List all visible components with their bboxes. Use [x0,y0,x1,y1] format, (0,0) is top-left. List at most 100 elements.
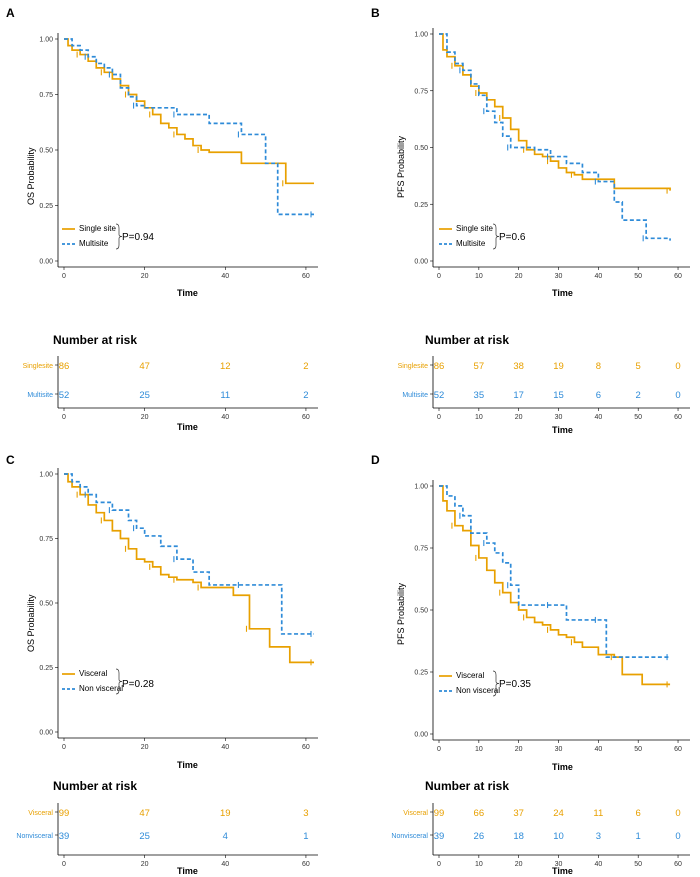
risk-x-tick-label: 10 [475,861,483,868]
legend-label-c-series-2: Non visceral [79,684,124,693]
risk-count: 5 [636,361,641,372]
risk-count: 15 [553,390,564,401]
risk-x-tick-label: 60 [674,861,682,868]
risk-x-tick-label: 20 [141,861,149,868]
risk-x-tick-label: 40 [594,414,602,421]
risk-count: 11 [220,390,230,401]
risk-x-tick-label: 0 [62,861,66,868]
risk-x-tick-label: 0 [437,861,441,868]
risk-count: 3 [596,831,601,842]
risk-table-title-a: Number at risk [53,333,138,347]
risk-count: 1 [303,831,308,842]
y-tick-label: 0.00 [39,730,53,737]
x-tick-label: 40 [221,273,229,280]
series-line-2 [439,485,671,658]
km-panel-C: 0.00 0.25 0.50 0.75 1.00 0 20 40 60 0 20 40 60 Viscer… [16,468,318,868]
x-tick-label: 20 [515,273,523,280]
risk-count: 39 [59,831,70,842]
risk-count: 0 [675,808,680,819]
y-tick-label: 0.50 [414,145,428,152]
risk-count: 6 [596,390,601,401]
legend-label-c-series-1: Visceral [79,669,108,678]
x-tick-label: 50 [634,746,642,753]
legend-brace [492,670,500,697]
risk-x-tick-label: 40 [221,414,229,421]
x-tick-label: 60 [302,273,310,280]
legend-label-a-series-2: Multisite [79,239,109,248]
y-tick-label: 0.75 [39,92,53,99]
risk-table-title-b: Number at risk [425,333,510,347]
legend-brace [115,223,123,250]
y-tick-label: 0.25 [414,202,428,209]
y-tick-label: 0.00 [39,259,53,266]
y-tick-label: 0.00 [414,732,428,739]
series-line-2 [64,38,314,216]
x-tick-label: 20 [141,273,149,280]
risk-count: 39 [434,831,445,842]
risk-table-title-d: Number at risk [425,779,510,793]
risk-count: 25 [139,390,150,401]
risk-count: 52 [434,390,445,401]
risk-count: 47 [139,808,150,819]
series-line-1 [64,473,314,664]
risk-count: 0 [675,831,680,842]
risk-count: 35 [474,390,485,401]
x-axis-label-a: Time [177,288,198,298]
risk-count: 24 [553,808,564,819]
risk-table-title-c: Number at risk [53,779,138,793]
risk-count: 26 [474,831,485,842]
risk-count: 10 [553,831,564,842]
risk-count: 2 [303,390,308,401]
y-tick-label: 0.25 [414,670,428,677]
legend-label-b-series-1: Single site [456,224,493,233]
y-tick-label: 0.00 [414,259,428,266]
legend-label-a-series-1: Single site [79,224,116,233]
x-tick-label: 0 [62,744,66,751]
x-tick-label: 40 [221,744,229,751]
p-value-d: P=0.35 [499,679,531,690]
km-panel-D: 0.000.250.500.751.000 10 20 30 40 50 600 10 20 30… [391,480,690,868]
legend-label-d-series-2: Non visceral [456,686,501,695]
series-line-1 [439,33,671,191]
risk-count: 0 [675,390,680,401]
y-tick-label: 0.75 [414,88,428,95]
risk-x-tick-label: 60 [302,414,310,421]
x-tick-label: 30 [555,746,563,753]
y-tick-label: 0.75 [414,546,428,553]
y-tick-label: 1.00 [39,37,53,44]
risk-row-label: Singlesite [398,363,428,370]
risk-count: 52 [59,390,70,401]
risk-count: 11 [593,808,603,819]
x-axis-label-c: Time [177,760,198,770]
risk-count: 37 [513,808,524,819]
risk-count: 57 [474,361,485,372]
risk-row-label: Multisite [27,392,53,399]
y-tick-label: 0.50 [39,148,53,155]
risk-row-label: Nonvisceral [391,833,428,840]
y-tick-label: 0.50 [414,608,428,615]
risk-count: 12 [220,361,231,372]
risk-count: 25 [139,831,150,842]
risk-row-label: Visceral [28,810,53,817]
legend-brace [492,223,500,250]
y-tick-label: 0.50 [39,601,53,608]
risk-row-label: Visceral [403,810,428,817]
risk-x-tick-label: 50 [634,861,642,868]
risk-x-tick-label: 40 [594,861,602,868]
panel-letter-c: C [6,453,15,467]
x-tick-label: 0 [62,273,66,280]
x-tick-label: 60 [674,273,682,280]
risk-count: 19 [220,808,231,819]
risk-count: 86 [434,361,445,372]
x-tick-label: 10 [475,746,483,753]
risk-count: 99 [434,808,445,819]
risk-table-xlabel-d: Time [552,866,573,876]
x-tick-label: 10 [475,273,483,280]
legend-brace [115,668,123,695]
risk-x-tick-label: 40 [221,861,229,868]
risk-count: 18 [513,831,524,842]
risk-row-label: Singlesite [23,363,53,370]
risk-x-tick-label: 30 [555,861,563,868]
risk-row-label: Nonvisceral [16,833,53,840]
